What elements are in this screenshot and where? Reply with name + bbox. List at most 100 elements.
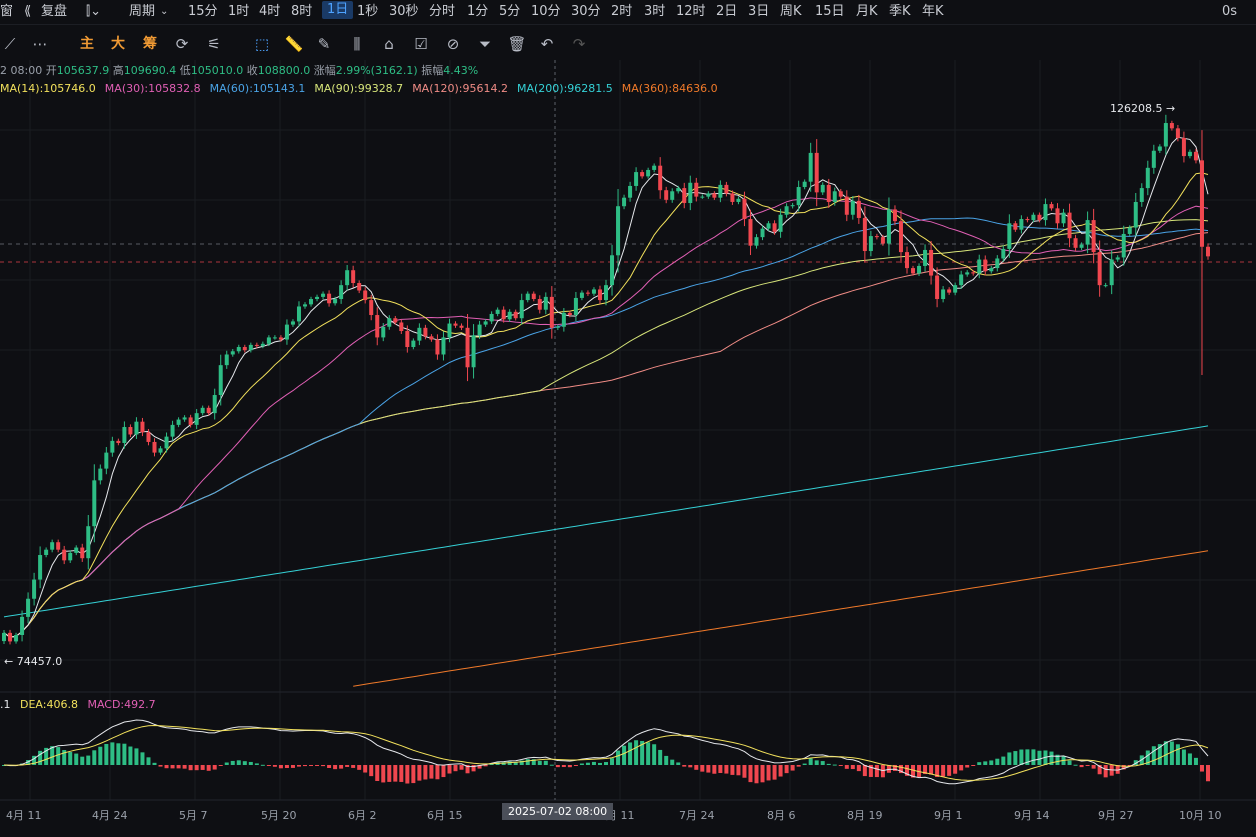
redo-icon[interactable]: ↷ [572,35,586,53]
candle-pattern-icon[interactable]: ⫼ [353,35,361,53]
candle-body [164,436,169,449]
trash-icon[interactable]: 🗑 [507,35,527,53]
interval-10[interactable]: 10分 [531,4,561,19]
amplitude-label: 振幅 [421,64,444,77]
interval-8[interactable]: 1分 [467,4,489,19]
interval-16[interactable]: 3日 [748,4,770,19]
template-icon[interactable]: ☑ [414,35,428,53]
macd-bar [1025,749,1030,765]
candle-body [1007,223,1012,249]
chip-distribution-button[interactable]: 筹 [143,36,157,52]
macd-bar [62,750,67,765]
more-icon[interactable]: ⋯ [32,35,48,53]
chart-type-icon[interactable]: ⫿⌄ [86,4,102,19]
candle-body [567,312,572,316]
interval-5[interactable]: 1秒 [357,4,379,19]
indicator-icon[interactable]: ⚟ [207,35,221,53]
macd-bar [634,740,639,765]
interval-9[interactable]: 5分 [499,4,521,19]
interval-13[interactable]: 3时 [644,4,666,19]
x-tick-label: 4月 24 [92,809,128,822]
interval-15[interactable]: 2日 [716,4,738,19]
lock-icon[interactable]: ⌂ [384,35,394,53]
candle-body [140,421,145,433]
candle-body [200,407,205,414]
period-bar: 窗 ⟪ 复盘 ⫿⌄ 周期 ⌄ 15分 1时 4时 8时 1日 1秒 30秒 分时 1分 5分 10分… [0,0,1256,25]
period-dropdown[interactable]: 周期 [129,4,156,19]
macd-bar [579,763,584,765]
candle-body [387,318,392,327]
interval-18[interactable]: 15日 [815,4,845,19]
candle-body [513,311,518,319]
macd-bar [652,744,657,765]
candle-body [616,206,621,256]
low-label: 低 [179,64,191,77]
ma-legend-item-2: MA(60):105143.1 [209,82,306,95]
interval-6[interactable]: 30秒 [389,4,419,19]
macd-bar [98,746,103,765]
interval-20[interactable]: 季K [889,4,911,19]
main-indicator-button[interactable]: 主 [80,36,94,52]
replay-icon[interactable]: ⟪ [24,4,32,19]
macd-bar [971,765,976,766]
macd-bar [212,765,217,770]
macd-bar [844,765,849,769]
macd-bar [748,765,753,783]
macd-bar [188,765,193,771]
macd-bar [983,761,988,765]
macd-bar [947,765,952,776]
interval-14[interactable]: 12时 [676,4,706,19]
interval-19[interactable]: 月K [856,4,878,19]
macd-bar [549,764,554,766]
magnet-icon[interactable]: ⊘ [446,35,460,53]
candle-body [658,165,663,191]
macd-bar [170,765,175,769]
filter-icon[interactable]: ⏷ [478,35,491,53]
macd-bar [610,758,615,765]
candle-body [2,632,6,642]
candle-body [579,292,584,298]
interval-7[interactable]: 分时 [429,4,456,19]
interval-12[interactable]: 2时 [611,4,633,19]
low-price-text: 74457.0 [16,655,63,668]
interval-2[interactable]: 4时 [259,4,281,19]
x-tick-label: 6月 2 [348,809,377,822]
large-order-button[interactable]: 大 [111,36,125,52]
interval-1[interactable]: 1时 [228,4,250,19]
macd-bar [381,765,386,783]
candle-body [634,172,639,186]
refresh-icon[interactable]: ⟳ [175,35,189,53]
interval-11[interactable]: 30分 [571,4,601,19]
interval-4[interactable]: 1日 [322,1,354,19]
candle-body [688,182,693,204]
interval-0[interactable]: 15分 [188,4,218,19]
candle-body [230,351,235,355]
macd-bar [1013,751,1018,765]
interval-3[interactable]: 8时 [291,4,313,19]
undo-icon[interactable]: ↶ [540,35,554,53]
brush-icon[interactable]: ✎ [317,35,331,53]
macd-bar [477,765,482,769]
candle-body [1193,151,1198,161]
candle-body [254,344,259,346]
macd-bar [333,765,338,770]
ruler-icon[interactable]: 📏 [284,35,304,53]
candle-body [694,182,699,197]
interval-21[interactable]: 年K [922,4,944,19]
window-menu-fragment[interactable]: 窗 [0,4,14,19]
macd-bar [38,750,43,765]
chevron-down-icon[interactable]: ⌄ [160,6,169,17]
macd-bar [995,758,1000,765]
candle-body [832,191,837,202]
interval-17[interactable]: 周K [780,4,802,19]
macd-bar [453,765,458,772]
line-tool-icon[interactable]: ⟋ [4,35,16,53]
candle-body [561,312,566,327]
macd-bar [706,765,711,773]
replay-button[interactable]: 复盘 [41,4,68,19]
cursor-tool-icon[interactable]: ⬚ [254,35,270,53]
macd-bar [874,765,879,778]
macd-bar [1121,765,1126,770]
macd-bar [309,765,314,766]
